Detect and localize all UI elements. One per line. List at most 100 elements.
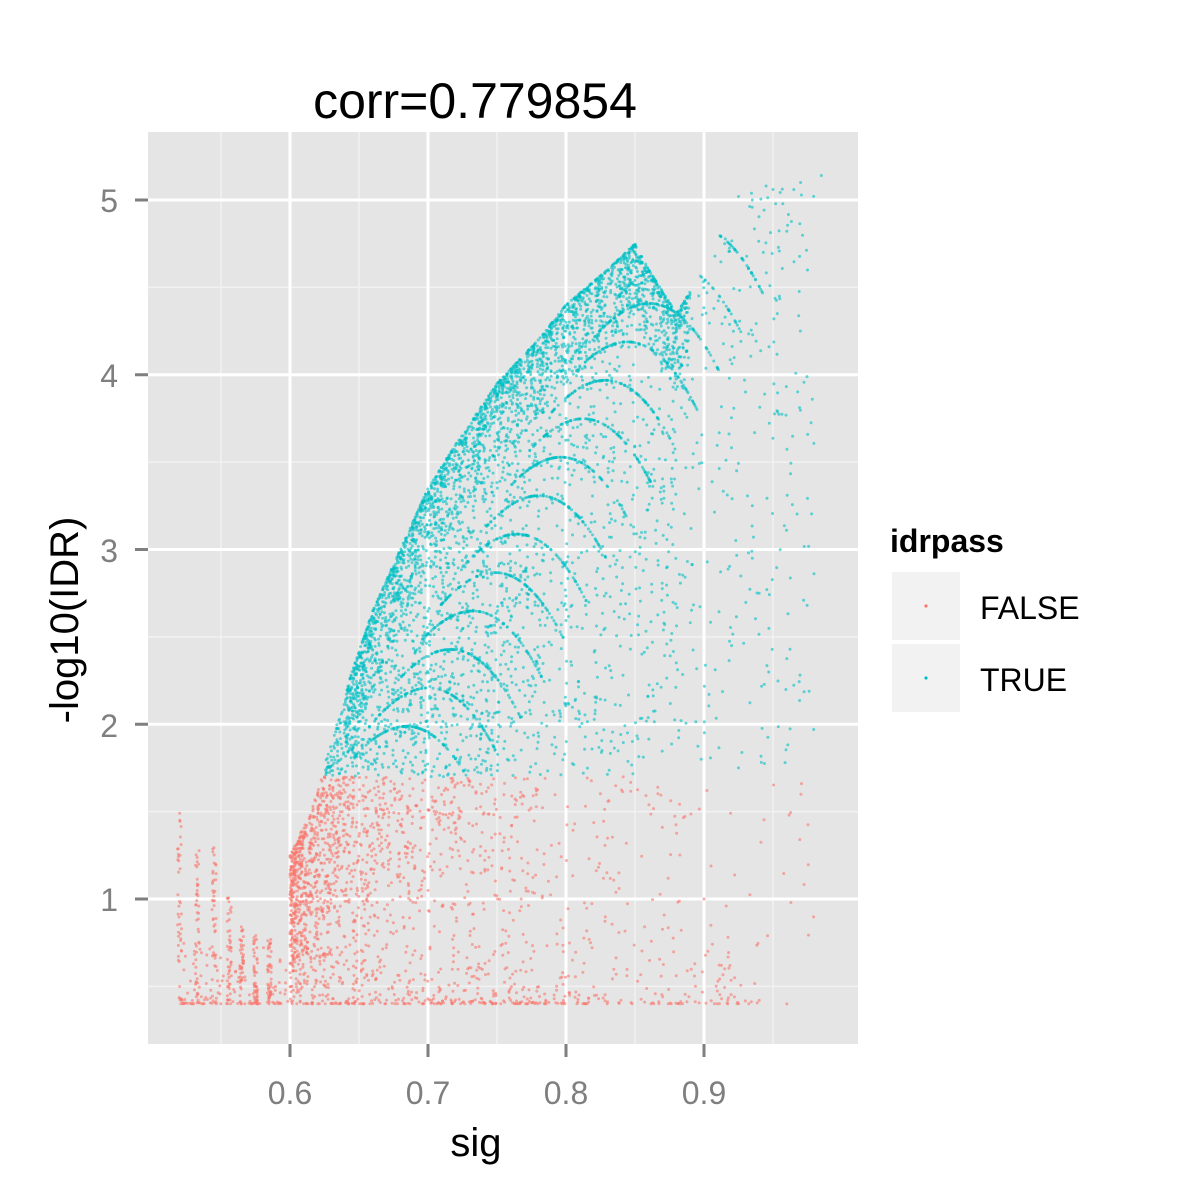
data-point bbox=[521, 960, 525, 964]
data-point bbox=[490, 864, 494, 868]
data-point bbox=[792, 188, 796, 192]
data-point bbox=[561, 758, 565, 762]
data-point bbox=[709, 864, 713, 868]
data-point bbox=[431, 594, 435, 598]
data-point bbox=[294, 855, 298, 859]
data-point bbox=[683, 992, 687, 996]
data-point bbox=[446, 788, 450, 792]
data-point bbox=[417, 676, 421, 680]
data-point bbox=[197, 911, 201, 915]
data-point bbox=[509, 998, 513, 1002]
data-point bbox=[291, 999, 295, 1003]
data-point bbox=[376, 725, 380, 729]
data-point bbox=[536, 604, 540, 608]
data-point bbox=[529, 684, 533, 688]
data-point bbox=[702, 731, 706, 735]
data-point bbox=[561, 950, 565, 954]
data-point bbox=[658, 336, 662, 340]
data-point bbox=[670, 632, 674, 635]
data-point bbox=[332, 817, 336, 821]
data-point bbox=[518, 375, 522, 379]
data-point bbox=[372, 933, 376, 937]
data-point bbox=[599, 751, 603, 754]
data-point bbox=[471, 912, 475, 916]
data-point bbox=[502, 793, 506, 797]
data-point bbox=[384, 946, 388, 950]
data-point bbox=[237, 976, 241, 979]
data-point bbox=[355, 977, 359, 981]
data-point bbox=[428, 694, 432, 698]
data-point bbox=[717, 963, 721, 967]
data-point bbox=[534, 683, 538, 687]
data-point bbox=[183, 998, 187, 1001]
data-point bbox=[719, 570, 723, 574]
data-point bbox=[565, 542, 569, 546]
data-point bbox=[458, 601, 462, 605]
data-point bbox=[749, 354, 753, 358]
data-point bbox=[421, 789, 425, 793]
data-point bbox=[688, 327, 692, 331]
data-point bbox=[398, 857, 401, 861]
data-point bbox=[759, 349, 763, 353]
data-point bbox=[437, 549, 441, 553]
data-point bbox=[614, 784, 618, 788]
data-point bbox=[389, 670, 393, 674]
data-point bbox=[326, 835, 330, 839]
data-point bbox=[373, 759, 377, 763]
data-point bbox=[301, 859, 305, 862]
data-point bbox=[290, 935, 294, 939]
data-point bbox=[372, 826, 376, 830]
data-point bbox=[583, 747, 587, 751]
data-point bbox=[691, 466, 695, 469]
data-point bbox=[337, 727, 341, 731]
data-point bbox=[433, 800, 437, 804]
data-point bbox=[294, 969, 298, 973]
data-point bbox=[715, 443, 719, 447]
data-point bbox=[430, 795, 434, 799]
data-point bbox=[453, 572, 457, 576]
data-point bbox=[583, 713, 587, 717]
data-point bbox=[308, 815, 312, 819]
data-point bbox=[318, 854, 322, 857]
data-point bbox=[661, 477, 664, 481]
data-point bbox=[349, 887, 353, 891]
data-point bbox=[443, 803, 446, 807]
data-point bbox=[521, 626, 525, 630]
data-point bbox=[743, 378, 746, 382]
data-point bbox=[596, 567, 600, 570]
data-point bbox=[428, 842, 432, 846]
points-layer bbox=[176, 174, 823, 1006]
data-point bbox=[483, 858, 487, 862]
data-point bbox=[566, 974, 570, 978]
data-point bbox=[366, 921, 370, 925]
data-point bbox=[350, 775, 354, 779]
data-point bbox=[406, 840, 410, 844]
data-point bbox=[444, 764, 448, 768]
data-point bbox=[307, 905, 311, 909]
data-point bbox=[451, 848, 455, 852]
data-point bbox=[369, 762, 373, 766]
data-point bbox=[322, 837, 326, 841]
data-point bbox=[456, 566, 460, 570]
data-point bbox=[552, 993, 556, 997]
data-point bbox=[179, 1002, 183, 1006]
data-point bbox=[618, 549, 622, 553]
data-point bbox=[413, 844, 417, 848]
data-point bbox=[771, 512, 774, 515]
data-point bbox=[474, 487, 478, 491]
data-point bbox=[772, 382, 776, 386]
data-point bbox=[625, 480, 629, 484]
data-point bbox=[424, 768, 428, 772]
data-point bbox=[576, 405, 580, 409]
data-point bbox=[377, 844, 381, 848]
data-point bbox=[561, 497, 565, 501]
data-point bbox=[593, 708, 597, 712]
data-point bbox=[558, 667, 561, 671]
data-point bbox=[426, 609, 430, 613]
data-point bbox=[573, 337, 577, 341]
data-point bbox=[473, 768, 476, 772]
data-point bbox=[329, 808, 333, 812]
data-point bbox=[323, 776, 327, 780]
data-point bbox=[196, 998, 200, 1002]
data-point bbox=[564, 608, 568, 612]
